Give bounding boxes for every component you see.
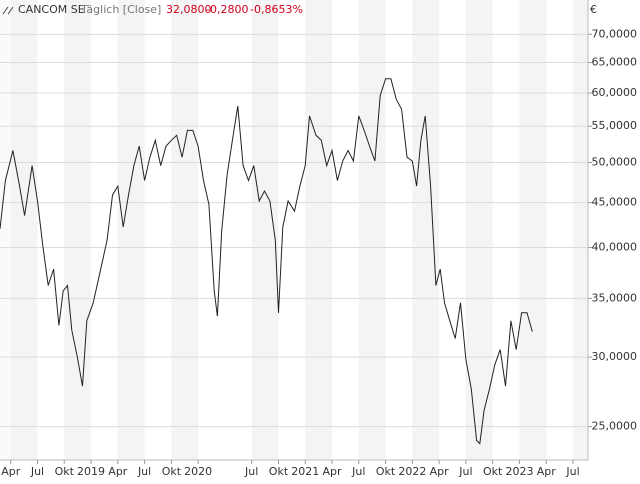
y-tick-label: 55,0000	[592, 119, 638, 132]
x-tick-label: Apr	[323, 465, 343, 478]
chart-title: CANCOM SE	[18, 3, 85, 16]
x-tick-label: 2023	[505, 465, 533, 478]
price-change-pct: -0,8653%	[250, 3, 303, 16]
y-tick-label: 30,0000	[592, 350, 638, 363]
band	[0, 0, 11, 460]
band	[10, 0, 38, 460]
price-change: -0,2800	[206, 3, 248, 16]
last-price: 32,0800	[166, 3, 212, 16]
price-line	[0, 78, 533, 445]
x-tick-label: Jul	[565, 465, 579, 478]
y-tick-label: 70,0000	[592, 27, 638, 40]
x-tick-label: 2019	[77, 465, 105, 478]
band	[117, 0, 145, 460]
band	[171, 0, 199, 460]
band	[64, 0, 92, 460]
x-tick-label: Jul	[137, 465, 151, 478]
band	[251, 0, 279, 460]
x-tick-label: Okt	[483, 465, 503, 478]
y-tick-label: 40,0000	[592, 241, 638, 254]
x-tick-label: Jul	[351, 465, 365, 478]
x-tick-label: Jul	[30, 465, 44, 478]
y-tick-label: 50,0000	[592, 156, 638, 169]
x-tick-label: Apr	[430, 465, 450, 478]
x-tick-label: 2021	[291, 465, 319, 478]
y-tick-label: 25,0000	[592, 420, 638, 433]
x-tick-label: Apr	[108, 465, 128, 478]
currency: €	[590, 3, 597, 16]
x-tick-label: Okt	[269, 465, 289, 478]
x-tick-label: Jul	[244, 465, 258, 478]
x-tick-label: Apr	[537, 465, 557, 478]
y-tick-label: 45,0000	[592, 196, 638, 209]
x-tick-label: 2022	[398, 465, 426, 478]
band	[573, 0, 588, 460]
band	[519, 0, 547, 460]
band	[412, 0, 440, 460]
y-tick-label: 35,0000	[592, 291, 638, 304]
y-tick-label: 65,0000	[592, 56, 638, 69]
x-tick-label: Jul	[458, 465, 472, 478]
x-tick-label: 2020	[184, 465, 212, 478]
chart-icon	[2, 6, 14, 15]
chart-subtitle: Täglich [Close]	[80, 3, 161, 16]
x-tick-label: Apr	[1, 465, 21, 478]
x-tick-label: Okt	[376, 465, 396, 478]
x-tick-label: Okt	[55, 465, 75, 478]
band	[305, 0, 333, 460]
band	[358, 0, 386, 460]
y-tick-label: 60,0000	[592, 86, 638, 99]
x-tick-label: Okt	[162, 465, 182, 478]
